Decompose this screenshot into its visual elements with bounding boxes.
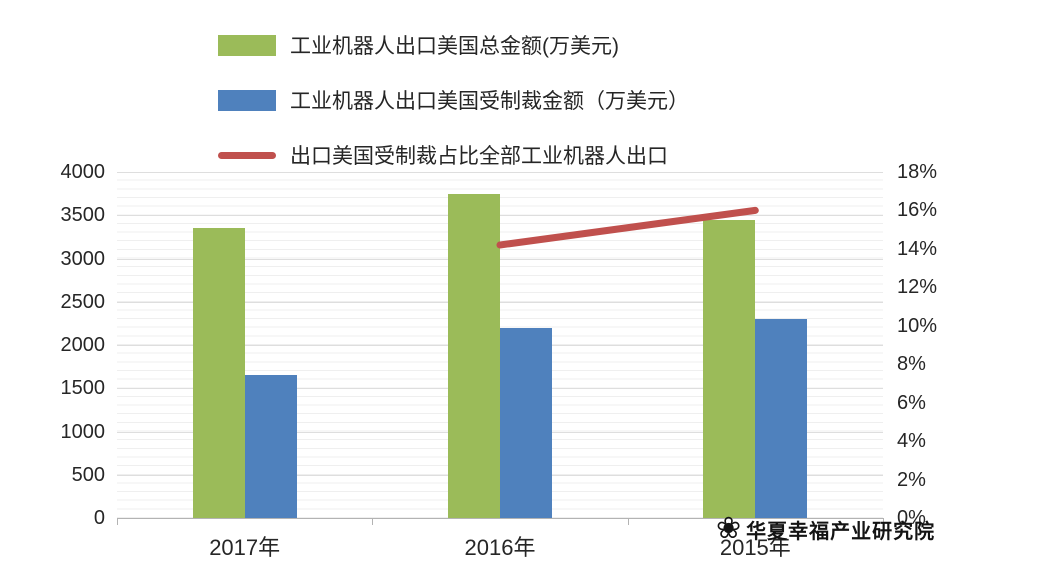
legend-item-total-exports: 工业机器人出口美国总金额(万美元) <box>218 30 689 60</box>
axis-tick-label: 10% <box>897 314 938 337</box>
axis-tick-label: 8% <box>897 353 926 376</box>
axis-tick-label: 2500 <box>60 290 106 313</box>
plot-area <box>117 172 883 519</box>
y-axis-right: 0% 2% 4% 6% 8% 10% 12% 14% 16% 18% <box>897 161 987 529</box>
x-axis-label: 2016年 <box>464 535 536 560</box>
y-axis-left: 0 500 1000 1500 2000 2500 3000 3500 4000 <box>0 161 106 529</box>
legend-label-sanctioned-ratio: 出口美国受制裁占比全部工业机器人出口 <box>290 145 668 168</box>
bar-series <box>117 172 883 518</box>
ratio-trend-line <box>496 206 759 249</box>
bar-total-2016年 <box>448 193 500 518</box>
legend-label-sanctioned-amount: 工业机器人出口美国受制裁金额（万美元） <box>290 90 689 113</box>
legend-swatch-green-icon <box>218 34 276 56</box>
legend-item-sanctioned-ratio: 出口美国受制裁占比全部工业机器人出口 <box>218 140 689 170</box>
axis-tick-label: 1000 <box>60 420 106 443</box>
axis-tick-label: 2000 <box>60 334 106 356</box>
flower-logo-icon: ❀ <box>716 512 742 545</box>
bar-sanctioned-2017年 <box>244 375 297 518</box>
watermark: ❀ 华夏幸福产业研究院 <box>716 514 935 544</box>
axis-tick-label: 3000 <box>60 247 106 270</box>
axis-tick-label: 4000 <box>60 161 106 183</box>
axis-tick-label: 14% <box>897 237 938 260</box>
axis-tick <box>117 518 118 525</box>
axis-tick-label: 0 <box>93 507 105 529</box>
bar-total-2017年 <box>192 228 245 518</box>
gridline <box>117 301 883 303</box>
axis-tick-label: 6% <box>897 391 926 414</box>
line-series <box>496 206 759 249</box>
axis-tick-label: 16% <box>897 199 938 222</box>
gridline <box>117 172 883 173</box>
x-axis-ticks <box>117 518 884 525</box>
axis-tick-label: 12% <box>897 276 938 299</box>
axis-tick-label: 500 <box>71 463 105 486</box>
axis-tick-label: 4% <box>897 430 926 453</box>
legend-item-sanctioned-amount: 工业机器人出口美国受制裁金额（万美元） <box>218 85 689 115</box>
axis-tick-label: 18% <box>897 161 938 183</box>
x-axis-label: 2017年 <box>209 535 281 560</box>
legend: 工业机器人出口美国总金额(万美元) 工业机器人出口美国受制裁金额（万美元） 出口… <box>218 30 689 170</box>
legend-swatch-red-line-icon <box>218 151 276 159</box>
axis-tick <box>627 518 629 525</box>
bar-sanctioned-2016年 <box>500 327 552 518</box>
x-axis-labels: 2017年 2016年 2015年 <box>117 530 883 564</box>
axis-tick-label: 0% <box>897 507 926 529</box>
bar-sanctioned-2015年 <box>755 319 808 518</box>
axis-tick <box>883 518 884 525</box>
gridline <box>117 215 883 217</box>
axis-tick-label: 2% <box>897 468 926 491</box>
bar-total-2015年 <box>703 219 756 518</box>
axis-tick-label: 1500 <box>60 377 106 400</box>
axis-tick <box>372 518 374 525</box>
legend-label-total-exports: 工业机器人出口美国总金额(万美元) <box>290 35 619 58</box>
watermark-text: 华夏幸福产业研究院 <box>746 520 936 543</box>
x-axis-label: 2015年 <box>719 535 791 560</box>
legend-swatch-blue-icon <box>218 89 276 111</box>
gridline <box>117 258 883 260</box>
axis-tick-label: 3500 <box>60 204 106 227</box>
